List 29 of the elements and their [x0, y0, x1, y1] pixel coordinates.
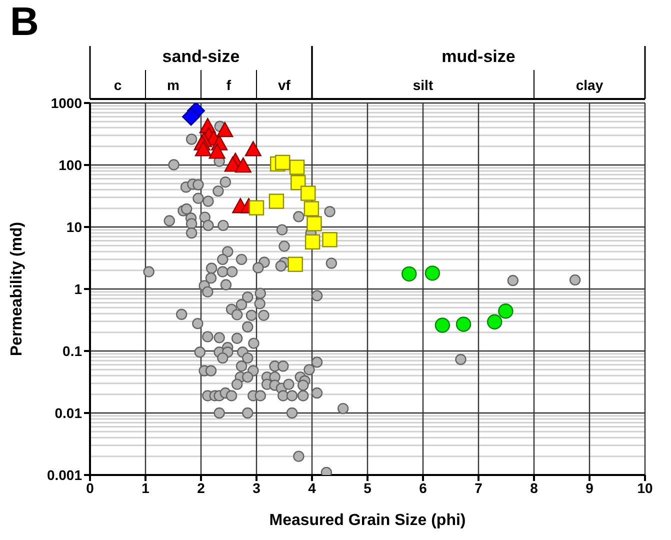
text: m [167, 77, 180, 93]
y-tick-label: 0.001 [46, 466, 82, 483]
y-tick-label: 1 [74, 280, 82, 297]
y-axis-title: Permeability (md) [8, 222, 26, 356]
x-tick-label: 7 [474, 480, 483, 496]
x-axis-title: Measured Grain Size (phi) [269, 512, 466, 529]
x-tick-label: 6 [419, 480, 428, 496]
x-tick-label: 5 [364, 480, 372, 496]
text: silt [412, 77, 434, 93]
x-tick-label: 0 [86, 480, 94, 496]
text: c [114, 77, 122, 93]
x-tick-label: 1 [142, 480, 150, 496]
text: f [226, 77, 232, 93]
x-tick-label: 3 [252, 480, 261, 496]
y-tick-label: 0.1 [62, 342, 82, 359]
text: sand-size [162, 47, 240, 66]
text: clay [576, 77, 604, 93]
x-tick-label: 8 [530, 480, 538, 496]
x-tick-label: 2 [197, 480, 206, 496]
y-tick-label: 1000 [50, 94, 82, 111]
y-tick-label: 10 [66, 218, 82, 235]
y-tick-label: 0.01 [54, 404, 82, 421]
x-tick-label: 4 [308, 480, 316, 496]
x-tick-label: 9 [586, 480, 594, 496]
x-tick-label: 10 [637, 480, 653, 496]
y-tick-label: 100 [58, 156, 82, 173]
chart-title: B [10, 0, 39, 45]
text: mud-size [442, 47, 516, 66]
text: vf [278, 77, 291, 93]
